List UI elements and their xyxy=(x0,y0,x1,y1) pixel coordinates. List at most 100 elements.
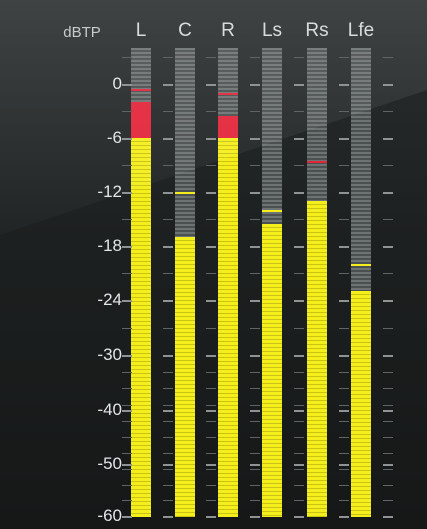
scale-tick xyxy=(206,273,216,274)
scale-tick xyxy=(339,327,349,329)
scale-tick xyxy=(294,500,304,502)
scale-tick xyxy=(250,420,260,422)
scale-tick xyxy=(383,138,393,140)
scale-tick xyxy=(339,420,349,422)
channel-label-rs: Rs xyxy=(305,20,329,41)
scale-tick xyxy=(122,84,132,86)
scale-tick xyxy=(206,404,216,406)
meter-fill xyxy=(351,291,371,517)
scale-tick xyxy=(383,165,393,166)
scale-tick xyxy=(294,404,304,406)
scale-tick xyxy=(383,453,393,455)
scale-tick xyxy=(339,388,349,389)
scale-tick xyxy=(294,327,304,329)
channel-label-r: R xyxy=(221,20,235,41)
scale-label: -40 xyxy=(97,400,122,419)
scale-tick xyxy=(206,516,216,518)
scale-label: -24 xyxy=(97,290,122,309)
scale-tick xyxy=(163,469,173,471)
scale-tick xyxy=(294,420,304,422)
scale-tick xyxy=(250,388,260,389)
scale-tick xyxy=(163,57,173,58)
scale-tick xyxy=(250,355,260,357)
scale-tick xyxy=(122,437,132,438)
scale-tick xyxy=(163,219,173,220)
scale-tick xyxy=(339,192,349,194)
scale-tick xyxy=(339,484,349,486)
scale-tick xyxy=(250,469,260,471)
scale-tick xyxy=(122,57,132,58)
scale-tick xyxy=(250,437,260,438)
scale-tick xyxy=(294,355,304,357)
scale-tick xyxy=(339,371,349,373)
scale-tick xyxy=(163,404,173,406)
scale-tick xyxy=(122,192,132,194)
scale-tick xyxy=(383,327,393,329)
meter-fill xyxy=(218,138,238,517)
scale-tick xyxy=(250,484,260,486)
scale-tick xyxy=(206,84,216,86)
scale-tick xyxy=(294,138,304,140)
scale-tick xyxy=(250,516,260,518)
scale-tick xyxy=(206,420,216,422)
peak-hold xyxy=(262,210,282,212)
peak-hold xyxy=(307,160,327,163)
scale-tick xyxy=(122,165,132,166)
scale-tick xyxy=(339,165,349,166)
scale-tick xyxy=(250,165,260,166)
scale-tick xyxy=(163,420,173,422)
scale-tick xyxy=(294,192,304,194)
scale-tick xyxy=(122,484,132,486)
meter-over xyxy=(218,115,238,138)
scale-tick xyxy=(122,516,132,518)
scale-tick xyxy=(339,453,349,455)
scale-tick xyxy=(163,388,173,389)
scale-tick xyxy=(294,464,304,466)
scale-tick xyxy=(294,111,304,112)
scale-tick xyxy=(122,404,132,406)
scale-tick xyxy=(383,371,393,373)
peak-hold xyxy=(131,88,151,91)
scale-tick xyxy=(339,273,349,274)
scale-tick xyxy=(250,500,260,502)
scale-tick xyxy=(206,57,216,58)
scale-tick xyxy=(339,111,349,112)
scale-label: -6 xyxy=(106,128,122,147)
scale-tick xyxy=(383,464,393,466)
scale-tick xyxy=(163,484,173,486)
scale-tick xyxy=(206,469,216,471)
scale-tick xyxy=(339,437,349,438)
scale-tick xyxy=(294,453,304,455)
scale-tick xyxy=(339,57,349,58)
scale-tick xyxy=(339,355,349,357)
scale-tick xyxy=(294,246,304,248)
scale-tick xyxy=(206,111,216,112)
scale-tick xyxy=(250,404,260,406)
meter-over xyxy=(131,102,151,138)
scale-tick xyxy=(250,57,260,58)
scale-tick xyxy=(294,469,304,471)
scale-tick xyxy=(206,388,216,389)
scale-tick xyxy=(294,300,304,302)
scale-tick xyxy=(206,138,216,140)
meter-fill xyxy=(307,201,327,517)
scale-tick xyxy=(339,300,349,302)
scale-tick xyxy=(250,371,260,373)
scale-tick xyxy=(122,388,132,389)
scale-tick xyxy=(163,138,173,140)
channel-label-c: C xyxy=(178,20,192,41)
scale-tick xyxy=(294,219,304,220)
scale-tick xyxy=(294,410,304,412)
scale-tick xyxy=(163,410,173,412)
scale-tick xyxy=(163,355,173,357)
scale-tick xyxy=(383,420,393,422)
scale-tick xyxy=(294,388,304,389)
scale-tick xyxy=(294,84,304,86)
scale-tick xyxy=(163,246,173,248)
scale-tick xyxy=(122,420,132,422)
scale-label: -60 xyxy=(97,506,122,525)
scale-tick xyxy=(206,371,216,373)
scale-tick xyxy=(294,273,304,274)
scale-tick xyxy=(383,300,393,302)
